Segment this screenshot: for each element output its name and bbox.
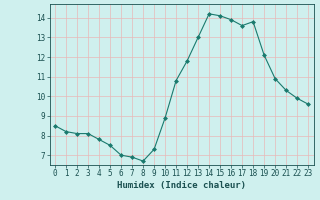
X-axis label: Humidex (Indice chaleur): Humidex (Indice chaleur) (117, 181, 246, 190)
